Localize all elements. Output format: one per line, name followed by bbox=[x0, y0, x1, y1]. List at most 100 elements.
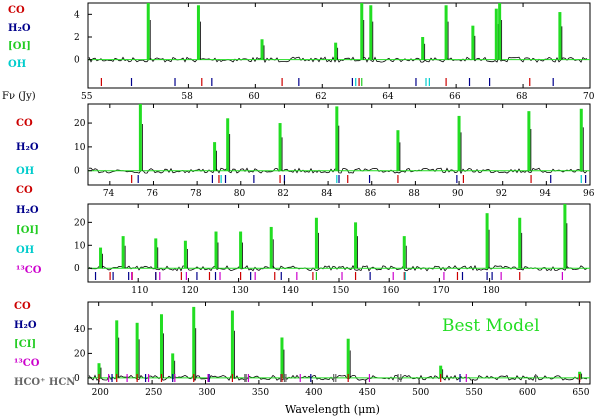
species-label: CO bbox=[16, 118, 33, 129]
model-peak bbox=[239, 231, 243, 269]
x-tick-label: 78 bbox=[190, 189, 202, 199]
species-label: ¹³CO bbox=[14, 358, 40, 369]
x-tick-label: 55 bbox=[81, 92, 93, 102]
x-tick-label: 110 bbox=[131, 286, 148, 296]
model-peak bbox=[527, 111, 531, 171]
model-peak bbox=[369, 5, 373, 60]
x-tick-label: 350 bbox=[252, 388, 269, 398]
model-peak bbox=[444, 5, 448, 60]
model-peak bbox=[354, 222, 358, 269]
x-tick-label: 74 bbox=[103, 189, 115, 199]
species-label: CO bbox=[14, 301, 31, 312]
model-peak bbox=[226, 118, 230, 171]
panel-4: 200 250 300 350 400 450 500 550 600 65040200COH₂O… bbox=[14, 301, 591, 398]
model-peak bbox=[196, 5, 200, 60]
y-tick-label: 0 bbox=[74, 374, 80, 384]
species-label: OH bbox=[16, 245, 34, 256]
x-tick-label: 80 bbox=[234, 189, 246, 199]
model-peak bbox=[558, 12, 562, 60]
y-tick-label: 0 bbox=[74, 264, 80, 274]
model-peak bbox=[494, 8, 498, 60]
species-label: H₂O bbox=[16, 205, 39, 216]
model-peak bbox=[135, 322, 139, 378]
model-peak bbox=[579, 108, 583, 171]
x-tick-label: 550 bbox=[466, 388, 483, 398]
model-peak bbox=[334, 42, 338, 60]
species-label: ¹³CO bbox=[16, 265, 42, 276]
y-tick-label: 0 bbox=[74, 56, 80, 66]
model-peak bbox=[269, 226, 273, 269]
x-tick-label: 400 bbox=[305, 388, 322, 398]
y-tick-label: 0 bbox=[74, 167, 80, 177]
model-peak bbox=[115, 320, 119, 378]
model-peak bbox=[457, 115, 461, 171]
model-peak bbox=[99, 247, 103, 269]
best-model-annotation: Best Model bbox=[442, 316, 540, 336]
model-peak bbox=[402, 236, 406, 269]
y-tick-label: 10 bbox=[74, 143, 86, 153]
y-tick-label: 10 bbox=[74, 241, 86, 251]
model-peak bbox=[121, 236, 125, 269]
model-peak bbox=[97, 363, 101, 378]
model-peak bbox=[360, 3, 364, 60]
model-peak bbox=[192, 306, 196, 378]
x-tick-label: 650 bbox=[572, 388, 589, 398]
x-tick-label: 58 bbox=[181, 92, 193, 102]
x-tick-label: 92 bbox=[496, 189, 507, 199]
model-peak bbox=[314, 217, 318, 269]
x-tick-label: 60 bbox=[248, 92, 260, 102]
x-axis-label: Wavelength (μm) bbox=[285, 403, 380, 416]
x-tick-label: 200 bbox=[92, 388, 109, 398]
species-label: HCO⁺ HCN bbox=[14, 377, 75, 388]
species-label: H₂O bbox=[8, 23, 31, 34]
model-peak bbox=[171, 353, 175, 378]
species-label: CO bbox=[16, 185, 33, 196]
model-peak bbox=[214, 231, 218, 269]
x-tick-label: 300 bbox=[198, 388, 215, 398]
y-tick-label: 2 bbox=[74, 33, 80, 43]
model-peak bbox=[138, 104, 142, 171]
x-tick-label: 500 bbox=[412, 388, 429, 398]
x-tick-label: 62 bbox=[315, 92, 326, 102]
x-tick-label: 450 bbox=[359, 388, 376, 398]
x-tick-label: 94 bbox=[539, 189, 551, 199]
species-label: [OI] bbox=[16, 225, 39, 236]
x-tick-label: 160 bbox=[382, 286, 399, 296]
species-label: H₂O bbox=[16, 142, 39, 153]
y-tick-label: 4 bbox=[74, 10, 80, 20]
y-tick-label: 20 bbox=[74, 218, 86, 228]
x-tick-label: 90 bbox=[452, 189, 464, 199]
species-label: OH bbox=[8, 59, 26, 70]
x-tick-label: 88 bbox=[408, 189, 420, 199]
species-label: OH bbox=[16, 166, 34, 177]
x-tick-label: 68 bbox=[516, 92, 528, 102]
y-tick-label: 20 bbox=[74, 119, 86, 129]
x-tick-label: 70 bbox=[583, 92, 595, 102]
model-peak bbox=[280, 337, 284, 378]
panel-frame bbox=[87, 103, 591, 186]
model-peak bbox=[335, 106, 339, 171]
model-peak bbox=[346, 338, 350, 378]
model-peak bbox=[146, 3, 150, 60]
x-tick-label: 66 bbox=[449, 92, 461, 102]
x-tick-label: 76 bbox=[146, 189, 158, 199]
model-peak bbox=[396, 130, 400, 171]
x-tick-label: 130 bbox=[232, 286, 249, 296]
model-peak bbox=[421, 37, 425, 60]
y-tick-label: 40 bbox=[74, 325, 86, 335]
panel-3: 110 120 130 140 150 160 170 180 20 10 0 CO H₂O [OI] OH… bbox=[16, 185, 591, 296]
model-peak bbox=[485, 213, 489, 269]
x-tick-label: 600 bbox=[519, 388, 536, 398]
model-peak bbox=[213, 142, 217, 171]
x-tick-label: 96 bbox=[583, 189, 595, 199]
model-peak bbox=[439, 365, 443, 378]
x-tick-label: 120 bbox=[181, 286, 198, 296]
model-peak bbox=[154, 238, 158, 269]
model-peak bbox=[159, 314, 163, 378]
panel-frame bbox=[87, 301, 591, 385]
x-tick-label: 82 bbox=[277, 189, 288, 199]
x-tick-label: 180 bbox=[483, 286, 500, 296]
panel-1: 55 58 60 62 64 66 68 70 4 2 0 CO H₂O [OI] OH bbox=[8, 2, 595, 102]
